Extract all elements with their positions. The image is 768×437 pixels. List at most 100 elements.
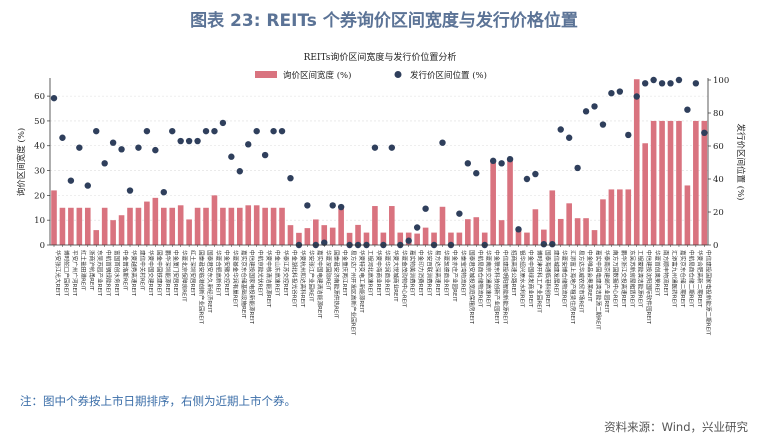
x-tick-label: 中信建投国家电投新能源二期REIT xyxy=(704,250,712,336)
dot xyxy=(278,127,286,135)
x-tick-label: 博时蛇口产园REIT xyxy=(62,250,70,297)
x-tick-label: 华安百联消费REIT xyxy=(426,250,434,297)
dot xyxy=(177,137,184,145)
bar xyxy=(566,203,572,245)
bar xyxy=(237,207,243,245)
dot xyxy=(236,168,243,175)
bar xyxy=(473,217,480,245)
dot xyxy=(93,127,100,135)
x-tick-label: 南方顺丰物流REIT xyxy=(662,250,670,297)
y2-tick-label: 60 xyxy=(713,142,724,152)
y2-axis-label: 发行价区间位置 (%) xyxy=(735,124,746,201)
bar xyxy=(152,197,159,245)
bar xyxy=(422,227,429,245)
dot xyxy=(464,160,472,167)
x-tick-label: 汇添富九州通医药REIT xyxy=(671,250,679,308)
x-tick-label: 中信建投明阳智能新能源REIT xyxy=(502,250,510,325)
x-tick-label: 华夏中核清洁能源REIT xyxy=(265,250,273,308)
bar xyxy=(127,207,133,245)
bar xyxy=(465,219,471,245)
bar xyxy=(144,201,150,245)
category-labels: 华安张江光大REIT 博时蛇口产园REIT 平安广州广河REIT 红土盐田港REIT 浙… xyxy=(54,250,712,336)
bar xyxy=(355,224,361,245)
x-tick-label: 中金亦庄产业园REIT xyxy=(451,250,459,302)
bar xyxy=(177,205,184,245)
bar xyxy=(667,120,674,245)
x-tick-label: 华夏越秀高速REIT xyxy=(130,250,138,297)
bar xyxy=(279,207,285,245)
x-tick-label: 华夏北京保障房REIT xyxy=(181,250,189,302)
bar xyxy=(389,206,395,245)
dot xyxy=(608,90,615,97)
dot xyxy=(633,93,640,100)
bar xyxy=(346,232,353,245)
y-tick-label: 20 xyxy=(34,191,45,201)
dot xyxy=(506,156,514,163)
dot xyxy=(329,202,336,209)
bar xyxy=(186,219,192,245)
y-tick-label: 60 xyxy=(34,92,45,102)
dot xyxy=(456,210,463,217)
bar xyxy=(701,120,708,245)
legend: 询价区间宽度 (%) 发行价区间位置 (%) xyxy=(255,70,487,81)
x-tick-label: 华安张江光大REIT xyxy=(54,250,62,297)
bar xyxy=(591,230,598,245)
dot xyxy=(152,146,159,154)
dot xyxy=(684,106,691,113)
dot xyxy=(304,202,311,209)
x-tick-label: 中航易商仓储二期REIT xyxy=(687,250,695,308)
dot xyxy=(650,76,657,84)
dot xyxy=(582,108,590,115)
dot xyxy=(523,175,531,183)
y-tick-label: 30 xyxy=(34,167,45,177)
x-tick-label: 华泰宝湾物流REIT xyxy=(459,250,467,297)
bar xyxy=(228,207,235,245)
bar xyxy=(59,207,66,245)
x-tick-label: 华夏南京交通高速REIT xyxy=(485,250,493,308)
x-tick-label: 中金湖北科投光谷REIT xyxy=(290,250,298,308)
bar xyxy=(84,207,91,245)
x-tick-label: 红土深圳安居REIT xyxy=(189,250,197,297)
bar xyxy=(549,190,556,245)
x-tick-label: 中信建投沈阳国际软件园REIT xyxy=(645,250,653,325)
bar xyxy=(557,218,564,245)
bar xyxy=(68,207,74,245)
bar xyxy=(600,199,606,245)
x-tick-label: 华夏大悦城商业REIT xyxy=(392,250,400,302)
bar xyxy=(118,215,125,245)
x-tick-label: 易方达广州开发区高新产业园REIT xyxy=(350,250,358,336)
x-tick-label: 嘉实京东仓储二期REIT xyxy=(679,250,687,308)
dot xyxy=(658,80,666,87)
x-tick-label: 国泰君安临港创新产业园REIT xyxy=(198,250,206,325)
x-tick-label: 华夏首创奥莱REIT xyxy=(654,250,662,297)
bar xyxy=(372,206,378,245)
y-tick-label: 10 xyxy=(34,216,45,226)
x-tick-label: 南方万国数据中心REIT xyxy=(611,250,619,308)
dot xyxy=(625,131,632,139)
x-tick-label: 银华绍兴原水水利REIT xyxy=(519,250,527,308)
axes: 0 10 20 30 40 50 60 0 20 40 60 80 100 xyxy=(34,76,729,251)
dot xyxy=(667,80,674,87)
y-tick-label: 50 xyxy=(34,117,45,127)
dot xyxy=(160,189,167,196)
bar xyxy=(253,205,260,245)
bar xyxy=(93,230,100,245)
bar xyxy=(296,232,302,245)
x-tick-label: 嘉实中国电建清洁能源REIT xyxy=(316,250,324,319)
x-tick-label: 国泰君安济南能源供热REIT xyxy=(333,250,341,319)
y2-tick-label: 0 xyxy=(713,241,718,251)
dot xyxy=(101,160,108,167)
x-tick-label: 鹏华深圳能源REIT xyxy=(164,250,172,297)
dot xyxy=(109,139,117,146)
x-tick-label: 中金山东高速REIT xyxy=(274,250,282,297)
x-tick-label: 中金中国绿发商业REIT xyxy=(527,250,535,308)
dot xyxy=(422,205,429,212)
bar xyxy=(110,220,116,245)
legend-bar-swatch xyxy=(255,71,277,78)
x-tick-label: 中航首钢绿能REIT xyxy=(105,250,113,297)
bar xyxy=(270,207,277,245)
x-tick-label: 中金唯品会奥莱REIT xyxy=(586,250,594,302)
x-tick-label: 华夏华润商业REIT xyxy=(383,250,391,297)
dot xyxy=(245,141,252,148)
bar xyxy=(633,79,640,245)
